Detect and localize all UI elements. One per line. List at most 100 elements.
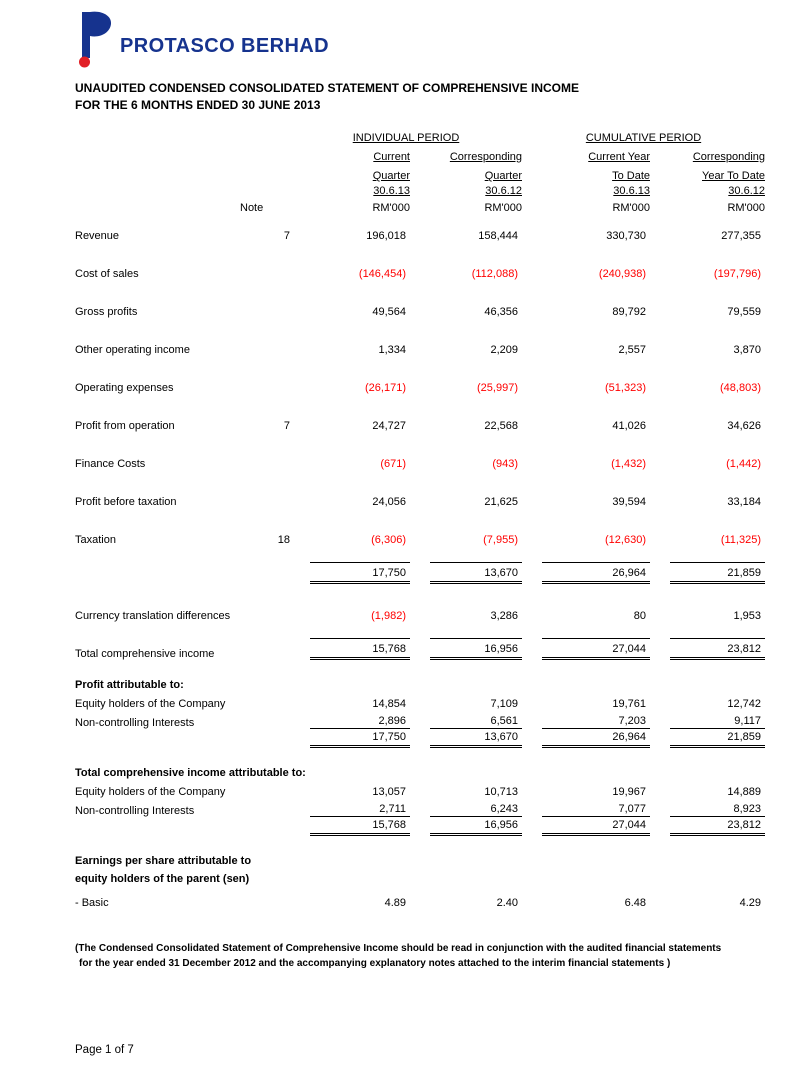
value-column-cell: 1,334 — [290, 318, 410, 356]
row-note — [240, 691, 290, 710]
col3-header-line1: Current Year — [522, 144, 650, 163]
value-column-cell: 14,889 — [650, 779, 765, 798]
statement-row: 15,768 16,956 27,044 23,812 — [75, 817, 765, 836]
cell-value: 26,964 — [542, 562, 650, 584]
section-title-row: Total comprehensive income attributable … — [75, 748, 765, 779]
cell-value: (11,325) — [720, 534, 761, 546]
cumulative-period-header: CUMULATIVE PERIOD — [522, 124, 765, 144]
cell-value: (6,306) — [371, 534, 406, 546]
value-column-cell: (1,432) — [522, 432, 650, 470]
cell-value: 89,792 — [612, 306, 646, 318]
row-note — [240, 710, 290, 729]
col2-unit-label: RM'000 — [484, 202, 522, 214]
cell-value: (671) — [380, 458, 406, 470]
value-column-cell: 27,044 — [522, 817, 650, 836]
cell-value: 15,768 — [310, 638, 410, 660]
cell-value: 41,026 — [612, 420, 646, 432]
row-label: Total comprehensive income — [75, 648, 215, 660]
value-column-cell: 22,568 — [410, 394, 522, 432]
cell-value: 27,044 — [542, 819, 650, 836]
value-column-cell: (11,325) — [650, 508, 765, 546]
value-column-cell: 27,044 — [522, 622, 650, 660]
cell-value: 21,859 — [670, 731, 765, 748]
cell-value: 9,117 — [670, 715, 765, 729]
cell-value: 1,953 — [733, 610, 761, 622]
value-column-cell: (48,803) — [650, 356, 765, 394]
cell-value: 26,964 — [542, 731, 650, 748]
value-column-cell: 46,356 — [410, 280, 522, 318]
value-column-cell: 33,184 — [650, 470, 765, 508]
cell-value: 13,057 — [372, 786, 406, 798]
col4-header-date: 30.6.12 — [650, 182, 765, 197]
row-note — [240, 584, 290, 622]
row-label: Revenue — [75, 230, 120, 242]
value-column-cell: 3,870 — [650, 318, 765, 356]
row-label: Equity holders of the Company — [75, 698, 226, 710]
individual-period-label: INDIVIDUAL PERIOD — [352, 132, 460, 144]
cell-value: 22,568 — [484, 420, 518, 432]
row-label: Other operating income — [75, 344, 190, 356]
cell-value: 80 — [633, 610, 646, 622]
cell-value: (1,982) — [371, 610, 406, 622]
cell-value: 19,967 — [612, 786, 646, 798]
spacer-cell — [240, 124, 290, 144]
value-column-cell: 6,561 — [410, 710, 522, 729]
value-column-cell: 330,730 — [522, 214, 650, 242]
value-column-cell: 7,077 — [522, 798, 650, 817]
cell-value: 24,727 — [372, 420, 406, 432]
period-group-row: INDIVIDUAL PERIOD CUMULATIVE PERIOD — [75, 124, 765, 144]
spacer-cell — [75, 197, 240, 214]
cell-value: 10,713 — [484, 786, 518, 798]
cell-value: 2,557 — [618, 344, 646, 356]
col4-unit-label: RM'000 — [727, 202, 765, 214]
value-column-cell: 15,768 — [290, 622, 410, 660]
cell-value: 13,670 — [430, 562, 522, 584]
cell-value: 2,896 — [310, 715, 410, 729]
value-column-cell: 24,727 — [290, 394, 410, 432]
cell-value: 46,356 — [484, 306, 518, 318]
value-column-cell: 19,761 — [522, 691, 650, 710]
row-note — [240, 817, 290, 836]
unit-header-row: Note RM'000 RM'000 RM'000 RM'000 — [75, 197, 765, 214]
value-column-cell: 3,286 — [410, 584, 522, 622]
cell-value: 16,956 — [430, 638, 522, 660]
value-column-cell: 13,670 — [410, 546, 522, 584]
value-column-cell: 16,956 — [410, 817, 522, 836]
cell-value: 7,077 — [542, 803, 650, 817]
footnote: (The Condensed Consolidated Statement of… — [75, 941, 721, 971]
value-column-cell: 15,768 — [290, 817, 410, 836]
row-note — [240, 546, 290, 584]
row-label — [75, 546, 240, 584]
value-column-cell: 7,203 — [522, 710, 650, 729]
row-label — [75, 729, 240, 748]
value-column-cell: 41,026 — [522, 394, 650, 432]
value-column-cell: 26,964 — [522, 546, 650, 584]
header-text: To Date — [612, 170, 650, 182]
spacer-cell — [75, 144, 240, 163]
row-note: 18 — [277, 534, 290, 546]
cell-value: (943) — [492, 458, 518, 470]
statement-row: Other operating income 1,334 2,209 2,557 3,8… — [75, 318, 765, 356]
spacer-cell — [240, 163, 290, 182]
cell-value: 16,956 — [430, 819, 522, 836]
value-column-cell: 158,444 — [410, 214, 522, 242]
value-column-cell: 196,018 — [290, 214, 410, 242]
cell-value: 23,812 — [670, 638, 765, 660]
cell-value: 24,056 — [372, 496, 406, 508]
header-text: Quarter — [484, 170, 522, 182]
statement-row: - Basic 4.89 2.40 6.48 4.29 — [75, 885, 765, 909]
cell-value: 21,625 — [484, 496, 518, 508]
header-text: 30.6.12 — [728, 185, 765, 197]
cell-value: 23,812 — [670, 819, 765, 836]
statement-row: Currency translation differences (1,982) 3… — [75, 584, 765, 622]
footnote-line2: for the year ended 31 December 2012 and … — [79, 958, 671, 969]
row-label: Non-controlling Interests — [75, 717, 195, 729]
statement-row: 17,750 13,670 26,964 21,859 — [75, 546, 765, 584]
col3-header-line2: To Date — [522, 163, 650, 182]
value-column-cell: (146,454) — [290, 242, 410, 280]
income-statement-table: INDIVIDUAL PERIOD CUMULATIVE PERIOD Curr… — [75, 124, 765, 909]
value-column-cell: 2,557 — [522, 318, 650, 356]
header-text: 30.6.13 — [373, 185, 410, 197]
section-title: Profit attributable to: — [75, 679, 184, 691]
statement-row: Non-controlling Interests 2,711 6,243 7,077… — [75, 798, 765, 817]
